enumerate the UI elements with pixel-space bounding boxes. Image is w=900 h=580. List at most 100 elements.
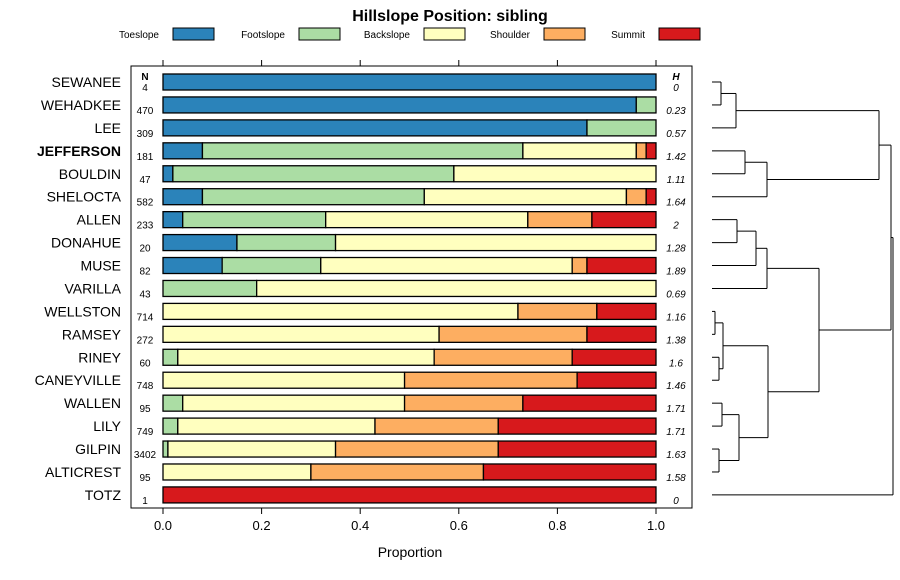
row-label: GILPIN bbox=[75, 441, 121, 457]
row-n-value: 181 bbox=[137, 152, 154, 163]
row-wehadkee: WEHADKEE 470 0.23 bbox=[41, 96, 686, 117]
x-tick-label: 1.0 bbox=[647, 518, 665, 533]
bar-segment-backslope bbox=[522, 142, 637, 160]
x-tick-label: 0.0 bbox=[154, 518, 172, 533]
row-label: LEE bbox=[95, 120, 121, 136]
row-sewanee: SEWANEE 4 0 bbox=[52, 73, 679, 94]
legend-label-shoulder: Shoulder bbox=[490, 30, 531, 41]
row-n-value: 233 bbox=[137, 221, 154, 232]
bar-segment-backslope bbox=[162, 302, 519, 321]
bar-segment-summit bbox=[596, 302, 657, 321]
row-h-value: 0 bbox=[673, 83, 679, 94]
bar-segment-backslope bbox=[320, 256, 573, 275]
n-header: N bbox=[141, 72, 148, 83]
row-n-value: 309 bbox=[137, 129, 154, 140]
bar-segment-toeslope bbox=[162, 96, 637, 114]
bar-segment-summit bbox=[482, 463, 657, 481]
x-tick-label: 0.8 bbox=[548, 518, 566, 533]
bar-segment-shoulder bbox=[517, 302, 598, 321]
row-n-value: 272 bbox=[137, 335, 154, 346]
bar-segment-summit bbox=[522, 394, 657, 412]
bar-segment-shoulder bbox=[438, 325, 588, 343]
row-n-value: 95 bbox=[139, 473, 151, 484]
bar-segment-shoulder bbox=[571, 256, 588, 275]
bar-segment-footslope bbox=[162, 417, 179, 435]
bar-segment-footslope bbox=[221, 256, 322, 275]
bar-segment-footslope bbox=[162, 440, 169, 458]
row-h-value: 1.46 bbox=[666, 381, 686, 392]
row-h-value: 1.28 bbox=[666, 244, 686, 255]
bar-segment-summit bbox=[497, 417, 657, 435]
bar-segment-backslope bbox=[167, 440, 337, 458]
row-n-value: 43 bbox=[139, 289, 151, 300]
bar-segment-summit bbox=[571, 348, 657, 366]
row-label: SEWANEE bbox=[52, 74, 122, 90]
bar-segment-summit bbox=[586, 325, 657, 343]
bar-segment-footslope bbox=[635, 96, 657, 114]
row-wallen: WALLEN 95 1.71 bbox=[64, 394, 686, 415]
row-n-value: 1 bbox=[142, 496, 148, 507]
row-label: WALLEN bbox=[64, 395, 121, 411]
bar-segment-backslope bbox=[162, 371, 406, 389]
bar-segment-shoulder bbox=[334, 440, 499, 458]
row-n-value: 20 bbox=[139, 244, 151, 255]
row-h-value: 0.23 bbox=[666, 106, 686, 117]
h-header: H bbox=[672, 72, 680, 83]
row-h-value: 0.57 bbox=[666, 129, 686, 140]
row-muse: MUSE 82 1.89 bbox=[81, 256, 686, 278]
legend: Toeslope Footslope Backslope Shoulder Summit bbox=[119, 27, 701, 41]
bar-segment-toeslope bbox=[162, 256, 223, 275]
bar-segment-summit bbox=[591, 210, 657, 229]
row-n-value: 749 bbox=[137, 427, 154, 438]
legend-swatch-shoulder bbox=[543, 27, 586, 41]
row-n-value: 47 bbox=[139, 175, 151, 186]
row-h-value: 1.89 bbox=[666, 267, 686, 278]
bar-segment-toeslope bbox=[162, 210, 184, 229]
row-label: TOTZ bbox=[85, 487, 122, 503]
row-wellston: WELLSTON 714 1.16 bbox=[44, 302, 686, 323]
row-n-value: 582 bbox=[137, 198, 154, 209]
row-h-value: 1.63 bbox=[666, 450, 686, 461]
row-n-value: 714 bbox=[137, 312, 154, 323]
bar-segment-shoulder bbox=[625, 188, 647, 206]
plot-frame bbox=[130, 65, 693, 509]
bar-segment-summit bbox=[576, 371, 657, 389]
row-shelocta: SHELOCTA 582 1.64 bbox=[47, 188, 686, 209]
x-tick-label: 0.2 bbox=[253, 518, 271, 533]
row-ramsey: RAMSEY 272 1.38 bbox=[62, 325, 686, 346]
legend-swatch-toeslope bbox=[172, 27, 215, 41]
bar-segment-toeslope bbox=[162, 119, 588, 137]
row-caneyville: CANEYVILLE 748 1.46 bbox=[35, 371, 686, 392]
row-label: MUSE bbox=[81, 258, 121, 274]
bar-segment-footslope bbox=[182, 210, 327, 229]
bar-segment-toeslope bbox=[162, 73, 657, 91]
legend-label-toeslope: Toeslope bbox=[119, 30, 159, 41]
bar-segment-shoulder bbox=[403, 371, 578, 389]
row-n-value: 4 bbox=[142, 83, 148, 94]
bar-segment-backslope bbox=[334, 233, 657, 252]
bar-segment-shoulder bbox=[310, 463, 485, 481]
bar-segment-summit bbox=[586, 256, 657, 275]
bar-segment-backslope bbox=[162, 325, 440, 343]
row-h-value: 1.71 bbox=[666, 404, 685, 415]
legend-swatch-summit bbox=[658, 27, 701, 41]
bar-segment-shoulder bbox=[403, 394, 524, 412]
x-tick-label: 0.4 bbox=[351, 518, 369, 533]
legend-label-backslope: Backslope bbox=[364, 30, 411, 41]
bar-segment-summit bbox=[645, 142, 657, 160]
bar-segment-backslope bbox=[177, 348, 435, 366]
row-label: RINEY bbox=[78, 349, 121, 365]
bar-segment-backslope bbox=[256, 279, 657, 298]
row-n-value: 60 bbox=[139, 358, 151, 369]
row-label: VARILLA bbox=[64, 280, 121, 296]
row-label: CANEYVILLE bbox=[35, 372, 121, 388]
bar-segment-summit bbox=[497, 440, 657, 458]
bar-segment-shoulder bbox=[374, 417, 499, 435]
bar-segment-footslope bbox=[236, 233, 337, 252]
bar-segment-summit bbox=[162, 486, 657, 504]
bar-segment-footslope bbox=[201, 142, 524, 160]
row-n-value: 82 bbox=[139, 267, 151, 278]
row-bouldin: BOULDIN 47 1.11 bbox=[59, 165, 685, 186]
row-n-value: 3402 bbox=[134, 450, 157, 461]
x-axis-title: Proportion bbox=[378, 544, 443, 560]
